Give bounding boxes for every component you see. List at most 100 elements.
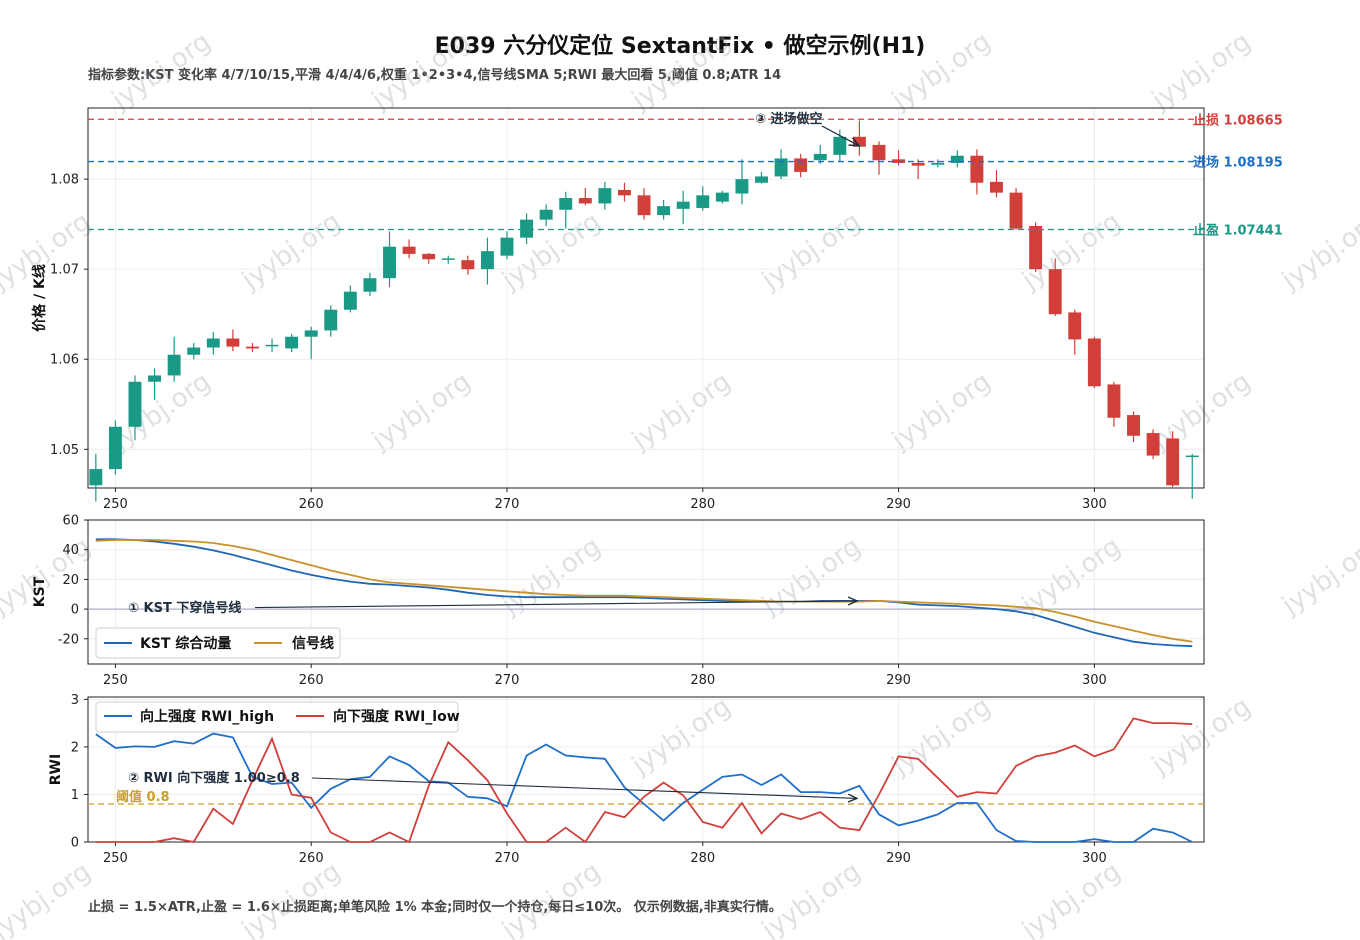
annotation-rwi-low: ② RWI 向下强度 1.00≥0.8 (128, 770, 300, 786)
x-tick-label: 250 (103, 673, 128, 688)
x-tick-label: 290 (886, 673, 911, 688)
series-line (95, 539, 1193, 643)
y-tick-label: 1.07 (50, 263, 79, 278)
candle-body (206, 338, 220, 348)
watermark-text: jyybj.org (0, 207, 96, 297)
candle-body (363, 278, 377, 292)
watermark-text: jyybj.org (756, 532, 866, 622)
candle-body (343, 291, 357, 310)
candle-body (1185, 455, 1199, 458)
watermark-text: jyybj.org (886, 692, 996, 782)
y-tick-label: 2 (71, 740, 79, 755)
x-tick-label: 300 (1082, 673, 1107, 688)
candle-body (931, 162, 945, 165)
candle-body (520, 219, 534, 238)
candle-body (480, 251, 494, 270)
candle-body (285, 336, 299, 349)
candle-body (187, 347, 201, 355)
y-tick-label: 60 (62, 514, 79, 529)
candle-body (226, 338, 240, 347)
x-tick-label: 300 (1082, 851, 1107, 866)
x-tick-label: 250 (103, 497, 128, 512)
legend: 向上强度 RWI_high 向下强度 RWI_low (95, 701, 460, 733)
y-tick-label: 0 (71, 836, 79, 851)
watermark-text: jyybj.org (626, 367, 736, 457)
x-tick-label: 300 (1082, 497, 1107, 512)
candle-body (108, 426, 122, 470)
candle-body (1127, 415, 1140, 436)
x-tick-label: 280 (690, 851, 715, 866)
watermark-layer: jyybj.org jyybj.org jyybj.org jyybj.org jyyb… (0, 27, 1360, 940)
candle-body (89, 469, 103, 486)
y-tick-label: 1 (71, 788, 79, 803)
threshold-label: 阈值 0.8 (116, 789, 170, 805)
watermark-text: jyybj.org (626, 692, 736, 782)
candle-body (657, 206, 671, 216)
watermark-text: jyybj.org (496, 857, 606, 940)
y-tick-label: 40 (62, 543, 79, 558)
watermark-text: jyybj.org (366, 367, 476, 457)
annotation-entry-short: ③ 进场做空 (755, 111, 823, 127)
candle-body (598, 188, 612, 204)
level-label: 止损 1.08665 (1193, 112, 1283, 128)
candle-body (618, 189, 631, 196)
x-tick-label: 290 (886, 497, 911, 512)
x-tick-label: 280 (690, 497, 715, 512)
x-tick-label: 270 (495, 673, 520, 688)
candle-body (422, 253, 436, 260)
watermark-text: jyybj.org (496, 532, 606, 622)
candle-body (1146, 433, 1160, 456)
candle-body (774, 158, 788, 177)
price-panel: 250 260 270 280 290 300 1.05 1.06 1.07 1.08 价格 / K… (31, 107, 1283, 512)
candle-body (246, 346, 259, 349)
x-tick-label: 250 (103, 851, 128, 866)
watermark-text: jyybj.org (756, 207, 866, 297)
legend-label: 向下强度 RWI_low (333, 708, 460, 725)
candle-body (559, 198, 573, 210)
candle-body (637, 195, 651, 216)
watermark-text: jyybj.org (1016, 857, 1126, 940)
candle-body (128, 381, 142, 427)
candle-body (696, 195, 710, 208)
rwi-panel: 250 260 270 280 290 300 3 2 1 0 RWI 阈值 0.8 ② RWI 向下强… (48, 693, 1205, 866)
y-tick-label: 20 (62, 573, 79, 588)
watermark-text: jyybj.org (106, 367, 216, 457)
candle-body (167, 354, 181, 376)
candle-body (950, 155, 964, 163)
plot-frame (87, 696, 1205, 843)
legend: KST 综合动量 信号线 (95, 627, 341, 659)
series-line (95, 732, 1193, 843)
candle-body (676, 201, 690, 209)
candle-body (461, 260, 475, 270)
watermark-text: jyybj.org (886, 27, 996, 117)
candle-body (578, 198, 592, 204)
y-tick-label: 1.08 (50, 173, 79, 188)
candle-body (1009, 192, 1023, 229)
candle-body (1107, 384, 1121, 418)
x-tick-label: 260 (299, 851, 324, 866)
chart-subtitle: 指标参数:KST 变化率 4/7/10/15,平滑 4/4/4/6,权重 1•2… (88, 68, 782, 83)
watermark-text: jyybj.org (756, 857, 866, 940)
watermark-text: jyybj.org (1146, 27, 1256, 117)
candle-body (265, 344, 279, 347)
candle-body (1029, 225, 1043, 270)
candle-body (402, 246, 416, 254)
candle-body (1166, 438, 1180, 486)
legend-box (95, 701, 459, 733)
candle-body (304, 330, 318, 337)
watermark-text: jyybj.org (1276, 532, 1360, 622)
level-label: 进场 1.08195 (1193, 156, 1283, 171)
candle-body (1068, 312, 1082, 340)
x-tick-label: 260 (299, 497, 324, 512)
candle-body (1087, 338, 1101, 387)
candle-body (383, 246, 396, 279)
candle-body (990, 181, 1003, 193)
y-tick-label: 1.06 (50, 353, 79, 368)
y-tick-label: 1.05 (50, 443, 79, 458)
candle-body (833, 136, 847, 155)
candle-body (813, 153, 827, 161)
annotation-kst-cross: ① KST 下穿信号线 (128, 600, 241, 616)
candle-body (500, 237, 514, 256)
legend-label: KST 综合动量 (140, 635, 231, 652)
